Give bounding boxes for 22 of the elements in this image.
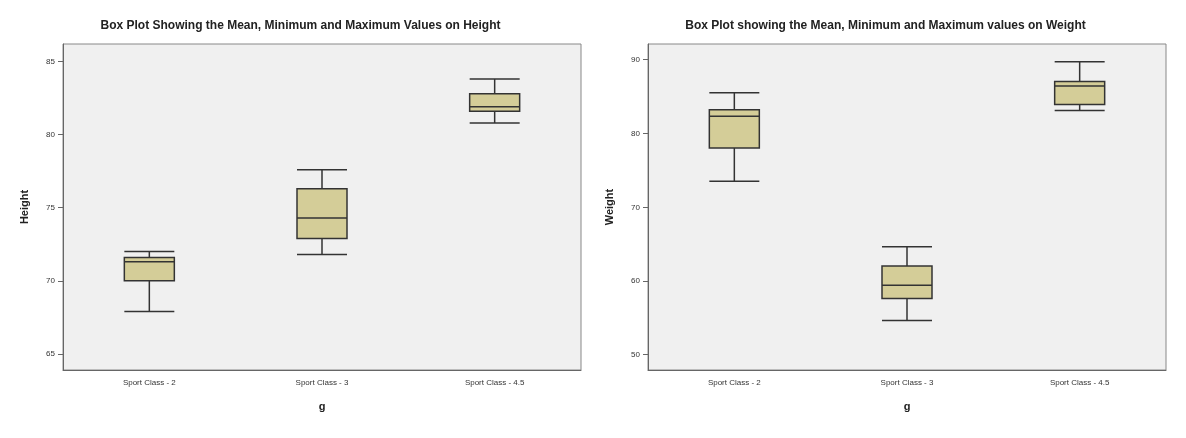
x-tick-label: Sport Class - 2: [122, 377, 177, 387]
x-tick-label: Sport Class - 4.5: [1049, 377, 1111, 387]
y-tick-label: 50: [631, 350, 641, 360]
y-tick-label: 90: [631, 54, 641, 64]
chart-title: Box Plot Showing the Mean, Minimum and Maximum Values on Height: [100, 18, 501, 32]
x-tick-label: Sport Class - 2: [707, 377, 762, 387]
y-tick-label: 65: [46, 349, 56, 359]
x-tick-label: Sport Class - 4.5: [464, 377, 526, 387]
x-axis-title: g: [318, 399, 326, 412]
y-tick-label: 70: [46, 276, 56, 286]
y-tick-label: 75: [46, 203, 56, 213]
y-axis-title: Weight: [602, 188, 615, 226]
y-tick-label: 60: [631, 276, 641, 286]
x-axis-title: g: [903, 399, 911, 412]
y-tick-label: 85: [46, 57, 56, 67]
y-axis-title: Height: [17, 189, 30, 225]
chart-title: Box Plot showing the Mean, Minimum and Maximum values on Weight: [685, 18, 1086, 32]
y-tick-label: 80: [631, 128, 641, 138]
x-tick-label: Sport Class - 3: [295, 377, 349, 387]
y-tick-label: 70: [631, 202, 641, 212]
x-tick-label: Sport Class - 3: [880, 377, 934, 387]
y-tick-label: 80: [46, 130, 56, 140]
